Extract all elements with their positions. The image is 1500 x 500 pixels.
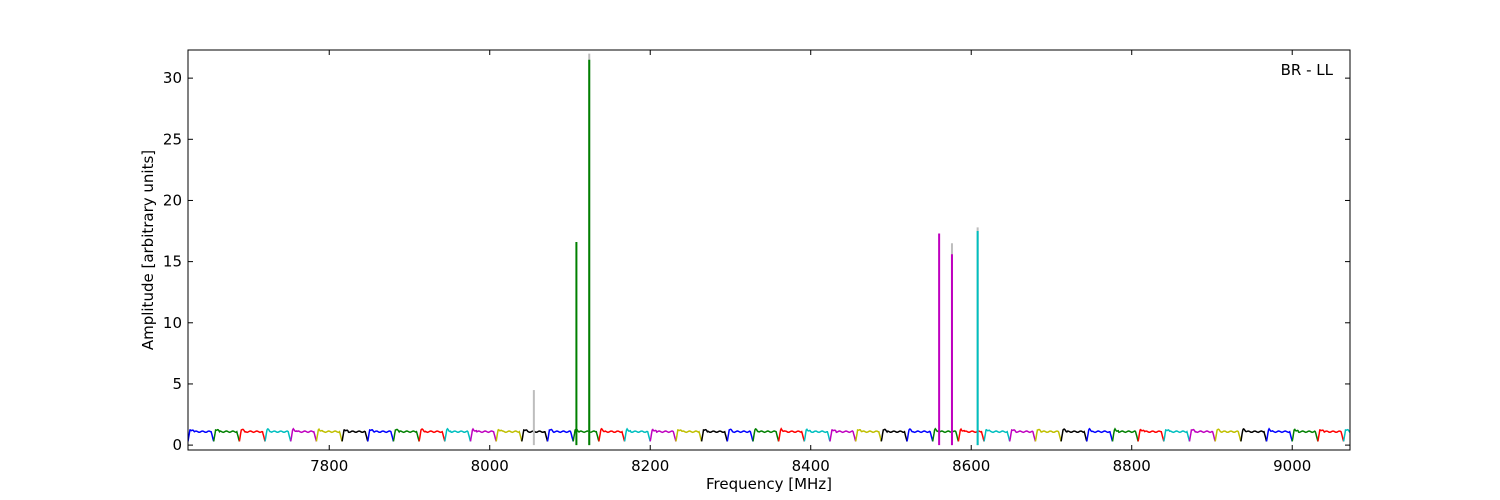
spectrum-band-line — [829, 429, 857, 442]
spectrum-band-line — [700, 428, 729, 442]
spectrum-band-line — [1163, 429, 1191, 442]
y-tick-label: 30 — [163, 69, 182, 87]
x-tick-label: 8600 — [952, 457, 990, 475]
spectrum-band-line — [1008, 429, 1037, 442]
spectrum-band-line — [1342, 428, 1350, 442]
spectrum-band-line — [315, 427, 343, 442]
baseline-annotation: BR - LL — [1281, 61, 1334, 79]
spectrum-band-line — [392, 428, 420, 442]
spectrum-band-line — [623, 427, 651, 442]
spectrum-band-line — [238, 428, 266, 442]
y-tick-label: 10 — [163, 314, 182, 332]
spectrum-band-line — [1317, 429, 1345, 442]
spectrum-band-line — [469, 427, 497, 442]
spectrum-band-line — [1034, 428, 1062, 442]
spectrum-band-line — [1137, 428, 1165, 442]
y-tick-label: 20 — [163, 191, 182, 209]
y-tick-label: 0 — [172, 436, 182, 454]
spectrum-band-line — [752, 427, 780, 442]
y-tick-label: 25 — [163, 130, 182, 148]
spectrum-band-line — [1291, 428, 1319, 442]
spectrum-band-line — [598, 427, 626, 442]
spectrum-band-line — [264, 428, 292, 442]
x-tick-label: 8000 — [471, 457, 509, 475]
spectrum-band-line — [880, 428, 908, 442]
spectrum-band-line — [983, 428, 1011, 442]
spectrum-band-line — [572, 428, 600, 442]
x-tick-label: 8800 — [1113, 457, 1151, 475]
y-tick-label: 15 — [163, 253, 182, 271]
spectrum-band-line — [418, 428, 446, 442]
spectrum-band-line — [649, 428, 677, 442]
spectrum-band-line — [957, 427, 985, 442]
x-tick-label: 8200 — [631, 457, 669, 475]
y-tick-label: 5 — [172, 375, 182, 393]
spectrum-band-line — [1240, 427, 1268, 442]
spectrum-band-line — [726, 428, 754, 442]
y-axis-label: Amplitude [arbitrary units] — [139, 150, 157, 350]
x-axis-label: Frequency [MHz] — [706, 475, 832, 493]
spectrum-band-line — [367, 428, 395, 442]
spectrum-band-line — [675, 429, 703, 442]
spectrum-band-line — [906, 428, 934, 442]
spectrum-band-line — [188, 429, 215, 442]
spectrum-band-line — [1188, 428, 1216, 442]
spectrum-band-line — [1060, 428, 1088, 442]
spectrum-band-line — [444, 427, 472, 442]
y-axis-ticks: 0 5 10 15 20 25 30 — [163, 69, 1350, 454]
spectrum-band-line — [1214, 428, 1242, 442]
spectrum-band-line — [546, 428, 574, 442]
plot-frame — [187, 49, 1351, 451]
x-axis-ticks: 7800 8000 8200 8400 8600 8800 9000 — [310, 50, 1311, 475]
spectrum-band-line — [931, 427, 960, 442]
spectrum-band-line — [777, 427, 806, 442]
spike-series — [532, 53, 979, 446]
spectrum-band-line — [1086, 427, 1114, 442]
spectrum-band-line — [495, 428, 523, 442]
spectrum-band-line — [854, 429, 883, 442]
spectrum-band-line — [212, 428, 241, 442]
spectrum-band-line — [289, 427, 318, 442]
x-tick-label: 9000 — [1273, 457, 1311, 475]
spectrum-band-line — [803, 428, 831, 442]
spectrum-band-line — [341, 429, 369, 442]
spectrum-band-line — [1111, 427, 1139, 442]
x-tick-label: 8400 — [792, 457, 830, 475]
spectrum-band-line — [1265, 427, 1293, 442]
x-tick-label: 7800 — [310, 457, 348, 475]
